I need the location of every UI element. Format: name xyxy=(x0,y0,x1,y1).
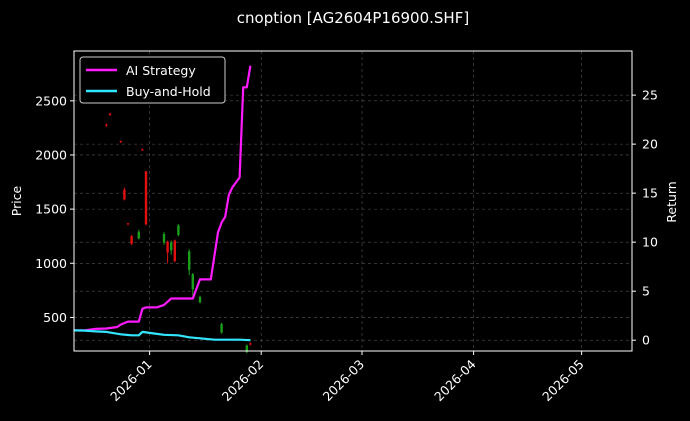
y-tick-label: 1500 xyxy=(35,202,67,217)
y2-tick-label: 5 xyxy=(642,284,650,299)
candle-body xyxy=(108,113,112,115)
candle-body xyxy=(173,240,176,262)
candle-body xyxy=(249,343,252,345)
y-axis-left-label: Price xyxy=(9,185,24,216)
legend: AI Strategy Buy-and-Hold xyxy=(79,56,226,104)
series-line-ai-strategy xyxy=(74,65,252,332)
candle-body xyxy=(245,345,248,353)
y-tick-label: 2500 xyxy=(35,93,67,108)
chart-title: cnoption [AG2604P16900.SHF] xyxy=(237,9,469,27)
candle-body xyxy=(198,296,202,303)
candle-body xyxy=(162,234,166,243)
candle-body xyxy=(144,171,148,225)
candle-body xyxy=(119,140,122,142)
candle-body xyxy=(105,124,108,126)
candlesticks xyxy=(105,112,252,354)
y-axis-right-ticks: 0 5 10 15 20 25 xyxy=(632,88,658,348)
candle-body xyxy=(126,223,130,225)
y2-tick-label: 10 xyxy=(642,235,658,250)
y-tick-label: 500 xyxy=(43,310,67,325)
candle-body xyxy=(130,236,133,244)
y2-tick-label: 25 xyxy=(642,88,658,103)
series-lines xyxy=(73,65,252,342)
series-line-buy-and-hold xyxy=(73,329,251,342)
y2-tick-label: 15 xyxy=(642,186,658,201)
legend-label-ai-strategy: AI Strategy xyxy=(126,63,196,78)
candle-body xyxy=(191,274,194,290)
plot-frame xyxy=(73,50,633,352)
candle-body xyxy=(141,149,144,151)
y-axis-right-label: Return xyxy=(664,181,679,222)
candle-body xyxy=(188,251,191,270)
y2-tick-label: 0 xyxy=(642,333,650,348)
y-axis-left-ticks: 500 1000 1500 2000 2500 xyxy=(35,93,74,325)
candle-body xyxy=(123,189,126,200)
y2-tick-label: 20 xyxy=(642,137,658,152)
candle-body xyxy=(137,231,140,239)
y-tick-label: 1000 xyxy=(35,256,67,271)
y-tick-label: 2000 xyxy=(35,147,67,162)
candle-body xyxy=(220,323,223,333)
candle-body xyxy=(170,242,173,251)
candle-body xyxy=(177,225,180,236)
legend-label-buy-and-hold: Buy-and-Hold xyxy=(126,84,211,99)
candle-body xyxy=(166,241,169,253)
